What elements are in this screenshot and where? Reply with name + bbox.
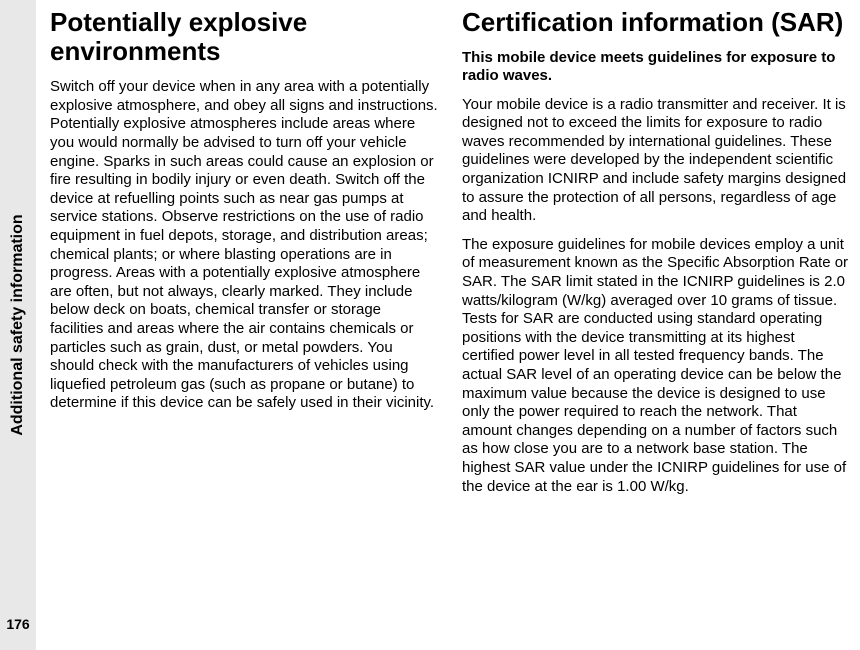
right-lead: This mobile device meets guidelines for … — [462, 49, 850, 86]
left-paragraph-1: Switch off your device when in any area … — [50, 78, 438, 413]
sidebar-tab: Additional safety information 176 — [0, 0, 36, 650]
right-paragraph-1: Your mobile device is a radio transmitte… — [462, 96, 850, 226]
left-column: Potentially explosive environments Switc… — [50, 8, 438, 642]
right-heading: Certification information (SAR) — [462, 8, 850, 37]
sidebar-section-label: Additional safety information — [9, 214, 27, 435]
page-number: 176 — [6, 616, 29, 632]
left-heading: Potentially explosive environments — [50, 8, 438, 66]
content-area: Potentially explosive environments Switc… — [36, 0, 860, 650]
right-paragraph-2: The exposure guidelines for mobile devic… — [462, 236, 850, 496]
page: Additional safety information 176 Potent… — [0, 0, 860, 650]
right-column: Certification information (SAR) This mob… — [462, 8, 850, 642]
